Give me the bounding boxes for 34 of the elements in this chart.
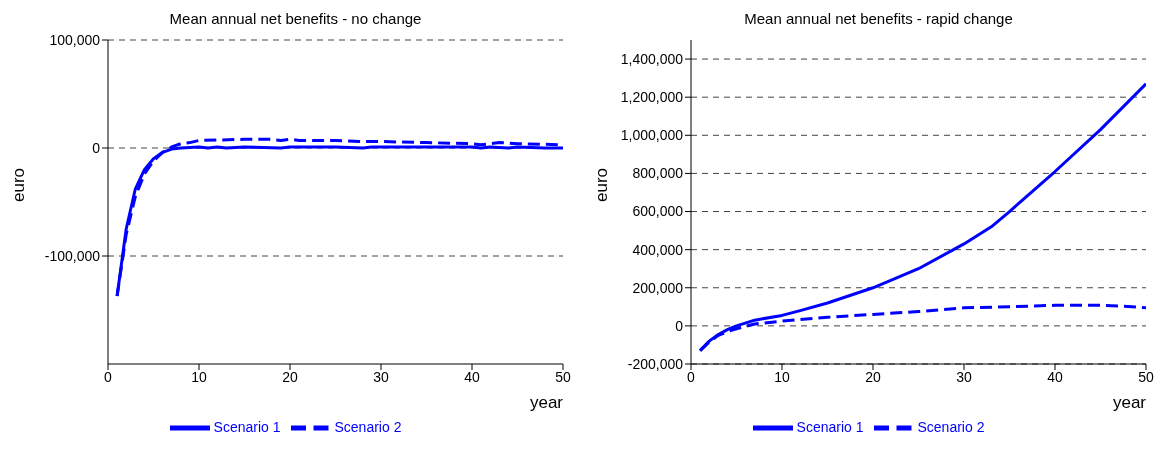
y-tick-label: 100,000 bbox=[49, 31, 101, 48]
y-tick-label: 1,400,000 bbox=[620, 51, 684, 68]
x-tick-label: 0 bbox=[104, 368, 113, 385]
x-tick-label: 10 bbox=[774, 368, 790, 385]
x-tick-label: 30 bbox=[956, 368, 972, 385]
x-axis-title: year bbox=[1112, 393, 1147, 412]
chart-title: Mean annual net benefits - rapid change bbox=[743, 9, 1014, 29]
x-tick-label: 40 bbox=[464, 368, 480, 385]
x-tick-label: 20 bbox=[282, 368, 298, 385]
x-tick-label: 20 bbox=[865, 368, 881, 385]
y-tick-label: 200,000 bbox=[632, 279, 684, 296]
y-tick-label: 1,000,000 bbox=[620, 127, 684, 144]
legend-label: Scenario 2 bbox=[334, 418, 402, 435]
y-tick-label: -200,000 bbox=[627, 355, 684, 372]
x-tick-label: 0 bbox=[687, 368, 696, 385]
x-tick-label: 10 bbox=[191, 368, 207, 385]
y-tick-label: 1,200,000 bbox=[620, 89, 684, 106]
y-tick-label: 0 bbox=[92, 139, 101, 156]
y-axis-title: euro bbox=[592, 167, 612, 202]
y-tick-label: 800,000 bbox=[632, 165, 684, 182]
x-tick-label: 30 bbox=[373, 368, 389, 385]
y-tick-label: -100,000 bbox=[44, 247, 101, 264]
y-axis-title: euro bbox=[9, 167, 29, 202]
x-axis-title: year bbox=[529, 393, 564, 412]
legend-label: Scenario 1 bbox=[796, 418, 864, 435]
y-tick-label: 400,000 bbox=[632, 241, 684, 258]
legend-label: Scenario 1 bbox=[213, 418, 281, 435]
y-tick-label: 0 bbox=[675, 317, 684, 334]
x-tick-label: 50 bbox=[555, 368, 571, 385]
x-tick-label: 50 bbox=[1138, 368, 1154, 385]
chart-title: Mean annual net benefits - no change bbox=[168, 9, 423, 29]
legend-label: Scenario 2 bbox=[917, 418, 985, 435]
y-tick-label: 600,000 bbox=[632, 203, 684, 220]
x-tick-label: 40 bbox=[1047, 368, 1063, 385]
